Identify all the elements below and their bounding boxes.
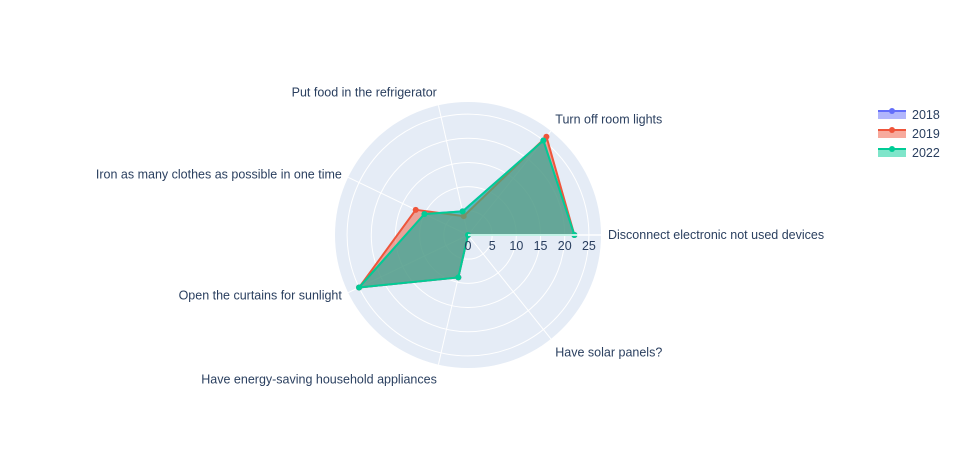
legend[interactable]: 2018 2019 2022 xyxy=(878,108,940,160)
category-label: Have energy-saving household appliances xyxy=(201,372,437,386)
legend-label: 2018 xyxy=(912,108,940,122)
legend-swatch xyxy=(878,130,906,138)
legend-label: 2019 xyxy=(912,127,940,141)
angular-category-labels: Disconnect electronic not used devices Tu… xyxy=(96,86,824,387)
data-point[interactable] xyxy=(421,211,428,218)
radial-tick-label: 0 xyxy=(465,239,472,253)
legend-item-2018[interactable]: 2018 xyxy=(878,108,940,122)
category-label: Iron as many clothes as possible in one … xyxy=(96,167,342,181)
legend-label: 2022 xyxy=(912,146,940,160)
series-2022 xyxy=(356,137,578,291)
grid-spoke xyxy=(467,234,552,340)
radial-tick-label: 5 xyxy=(489,239,496,253)
legend-swatch xyxy=(878,111,906,119)
legend-item-2019[interactable]: 2019 xyxy=(878,127,940,141)
category-label: Put food in the refrigerator xyxy=(292,86,437,100)
data-point[interactable] xyxy=(356,284,363,291)
legend-marker xyxy=(889,146,895,152)
category-label: Have solar panels? xyxy=(555,345,662,359)
data-point[interactable] xyxy=(540,137,547,144)
data-point[interactable] xyxy=(459,208,466,215)
series-layer xyxy=(356,133,578,291)
radial-tick-label: 15 xyxy=(534,239,548,253)
radial-tick-label: 10 xyxy=(509,239,523,253)
data-point[interactable] xyxy=(455,274,462,281)
radial-tick-labels: 0 5 10 15 20 25 xyxy=(465,234,601,253)
radial-tick-label: 25 xyxy=(582,239,596,253)
category-label: Turn off room lights xyxy=(555,113,662,127)
radial-tick-label: 20 xyxy=(558,239,572,253)
legend-item-2022[interactable]: 2022 xyxy=(878,146,940,160)
category-label: Disconnect electronic not used devices xyxy=(608,228,824,242)
legend-swatch xyxy=(878,149,906,157)
legend-marker xyxy=(889,108,895,114)
series-area-2022 xyxy=(358,139,576,289)
legend-marker xyxy=(889,127,895,133)
data-point[interactable] xyxy=(412,206,419,213)
category-label: Open the curtains for sunlight xyxy=(179,289,343,303)
